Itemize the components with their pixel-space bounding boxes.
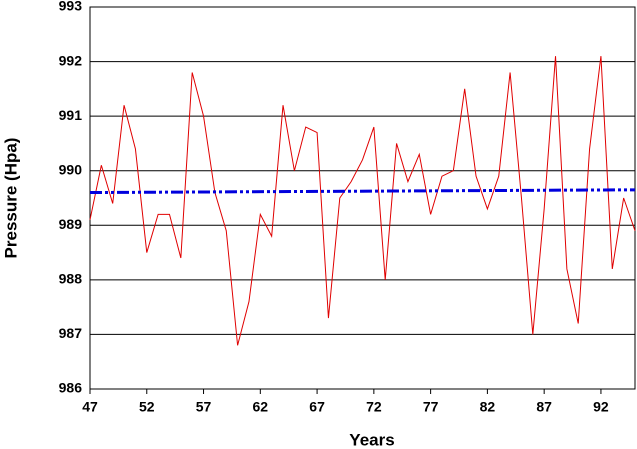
series-line <box>89 188 636 195</box>
y-tick-label: 993 <box>59 0 83 14</box>
x-tick-label: 62 <box>253 399 269 415</box>
x-tick-label: 87 <box>536 399 552 415</box>
x-tick-label: 52 <box>139 399 155 415</box>
plot-frame <box>89 6 636 390</box>
series-line <box>89 56 636 346</box>
x-tick-label: 72 <box>366 399 382 415</box>
x-tick-label: 77 <box>423 399 439 415</box>
y-tick-label: 987 <box>59 325 83 341</box>
y-tick-label: 991 <box>59 107 83 123</box>
x-axis-label: Years <box>349 430 394 449</box>
y-tick-label: 989 <box>59 216 83 232</box>
y-tick-label: 988 <box>59 271 83 287</box>
x-tick-label: 57 <box>196 399 212 415</box>
x-tick-label: 47 <box>82 399 98 415</box>
y-tick-label: 992 <box>59 52 83 68</box>
y-tick-label: 990 <box>59 161 83 177</box>
x-tick-label: 92 <box>593 399 609 415</box>
x-tick-label: 67 <box>309 399 325 415</box>
y-axis-label: Pressure (Hpa) <box>1 138 20 259</box>
y-tick-label: 986 <box>59 380 83 396</box>
x-tick-label: 82 <box>480 399 496 415</box>
